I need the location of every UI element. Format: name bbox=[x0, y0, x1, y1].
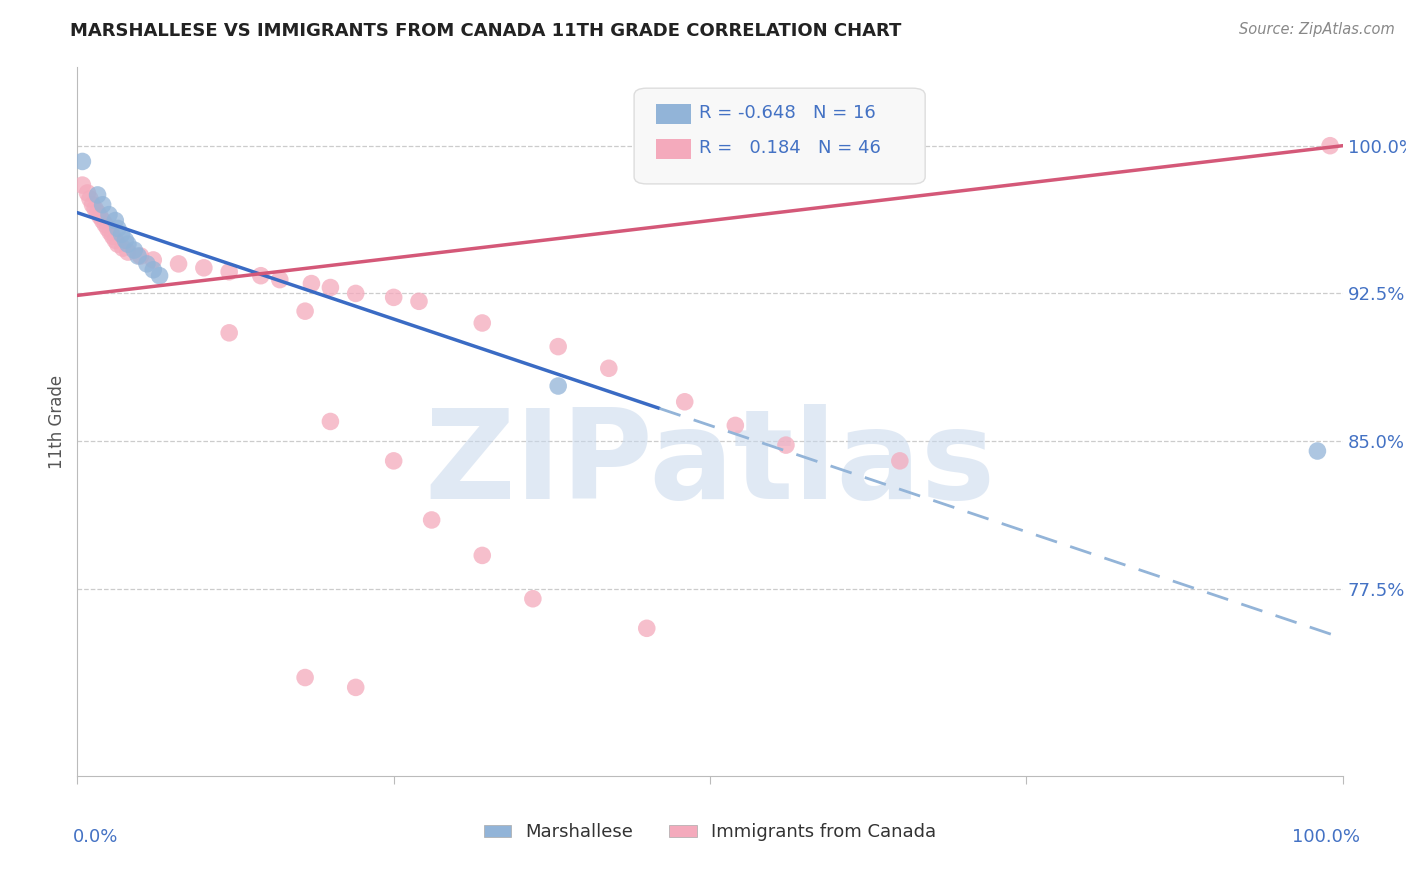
Point bbox=[114, 233, 136, 247]
Point bbox=[72, 178, 94, 193]
Y-axis label: 11th Grade: 11th Grade bbox=[48, 375, 66, 468]
Point bbox=[91, 213, 114, 227]
Point bbox=[319, 414, 342, 429]
Point bbox=[111, 241, 134, 255]
Point bbox=[522, 591, 544, 606]
Point bbox=[344, 286, 367, 301]
Point bbox=[142, 262, 165, 277]
Point bbox=[420, 513, 443, 527]
Point bbox=[104, 213, 127, 227]
FancyBboxPatch shape bbox=[655, 103, 692, 124]
Point bbox=[471, 316, 494, 330]
Text: MARSHALLESE VS IMMIGRANTS FROM CANADA 11TH GRADE CORRELATION CHART: MARSHALLESE VS IMMIGRANTS FROM CANADA 11… bbox=[70, 22, 901, 40]
Point bbox=[86, 188, 108, 202]
Point bbox=[82, 198, 104, 212]
Point bbox=[89, 210, 111, 224]
Point bbox=[104, 233, 127, 247]
Point bbox=[1319, 138, 1341, 153]
Point bbox=[136, 257, 159, 271]
Point bbox=[250, 268, 273, 283]
FancyBboxPatch shape bbox=[634, 88, 925, 184]
Point bbox=[319, 280, 342, 294]
Point bbox=[84, 202, 107, 216]
Point bbox=[124, 243, 146, 257]
Point bbox=[101, 229, 124, 244]
Text: R = -0.648   N = 16: R = -0.648 N = 16 bbox=[699, 104, 876, 122]
Point bbox=[97, 221, 120, 235]
Point bbox=[471, 549, 494, 563]
Text: Source: ZipAtlas.com: Source: ZipAtlas.com bbox=[1239, 22, 1395, 37]
Point bbox=[636, 621, 658, 635]
Point bbox=[218, 265, 240, 279]
Text: 100.0%: 100.0% bbox=[1292, 828, 1360, 846]
Point bbox=[86, 205, 108, 219]
Point bbox=[408, 294, 430, 309]
Point bbox=[547, 340, 569, 354]
Point bbox=[598, 361, 620, 376]
Point bbox=[107, 237, 129, 252]
Point bbox=[382, 454, 405, 468]
FancyBboxPatch shape bbox=[655, 139, 692, 159]
Text: R =   0.184   N = 46: R = 0.184 N = 46 bbox=[699, 139, 880, 158]
Point bbox=[294, 304, 316, 318]
Point bbox=[301, 277, 323, 291]
Legend: Marshallese, Immigrants from Canada: Marshallese, Immigrants from Canada bbox=[477, 816, 943, 848]
Point bbox=[889, 454, 911, 468]
Point bbox=[72, 154, 94, 169]
Point bbox=[142, 252, 165, 267]
Point bbox=[775, 438, 797, 452]
Point bbox=[547, 379, 569, 393]
Point bbox=[107, 221, 129, 235]
Point bbox=[129, 249, 152, 263]
Point bbox=[269, 273, 291, 287]
Text: 0.0%: 0.0% bbox=[73, 828, 118, 846]
Point bbox=[98, 226, 121, 240]
Point bbox=[98, 208, 120, 222]
Point bbox=[149, 268, 172, 283]
Point bbox=[76, 186, 98, 200]
Point bbox=[79, 192, 101, 206]
Point bbox=[117, 245, 139, 260]
Point bbox=[344, 681, 367, 695]
Point bbox=[193, 260, 215, 275]
Point bbox=[117, 237, 139, 252]
Text: ZIPatlas: ZIPatlas bbox=[425, 403, 995, 524]
Point bbox=[673, 394, 696, 409]
Point bbox=[111, 227, 132, 242]
Point bbox=[91, 198, 114, 212]
Point bbox=[167, 257, 190, 271]
Point bbox=[218, 326, 240, 340]
Point bbox=[724, 418, 747, 433]
Point bbox=[127, 249, 149, 263]
Point bbox=[94, 218, 117, 232]
Point bbox=[294, 671, 316, 685]
Point bbox=[1306, 444, 1329, 458]
Point bbox=[382, 290, 405, 304]
